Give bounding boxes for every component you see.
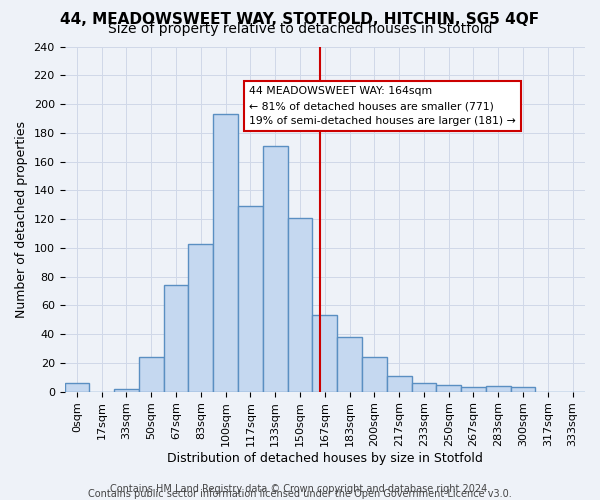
Bar xyxy=(188,244,213,392)
Bar xyxy=(238,206,263,392)
Bar xyxy=(436,384,461,392)
Bar xyxy=(387,376,412,392)
Bar xyxy=(511,388,535,392)
Bar xyxy=(164,286,188,392)
Y-axis label: Number of detached properties: Number of detached properties xyxy=(15,120,28,318)
Bar xyxy=(213,114,238,392)
Bar xyxy=(287,218,313,392)
Bar xyxy=(486,386,511,392)
Bar xyxy=(139,357,164,392)
Bar xyxy=(313,316,337,392)
Text: 44 MEADOWSWEET WAY: 164sqm
← 81% of detached houses are smaller (771)
19% of sem: 44 MEADOWSWEET WAY: 164sqm ← 81% of deta… xyxy=(249,86,516,126)
Bar xyxy=(263,146,287,392)
Bar xyxy=(362,357,387,392)
Text: 44, MEADOWSWEET WAY, STOTFOLD, HITCHIN, SG5 4QF: 44, MEADOWSWEET WAY, STOTFOLD, HITCHIN, … xyxy=(61,12,539,26)
Text: Size of property relative to detached houses in Stotfold: Size of property relative to detached ho… xyxy=(108,22,492,36)
X-axis label: Distribution of detached houses by size in Stotfold: Distribution of detached houses by size … xyxy=(167,452,483,465)
Bar xyxy=(65,383,89,392)
Bar xyxy=(412,383,436,392)
Bar xyxy=(114,389,139,392)
Bar xyxy=(337,337,362,392)
Text: Contains public sector information licensed under the Open Government Licence v3: Contains public sector information licen… xyxy=(88,489,512,499)
Text: Contains HM Land Registry data © Crown copyright and database right 2024.: Contains HM Land Registry data © Crown c… xyxy=(110,484,490,494)
Bar xyxy=(461,388,486,392)
